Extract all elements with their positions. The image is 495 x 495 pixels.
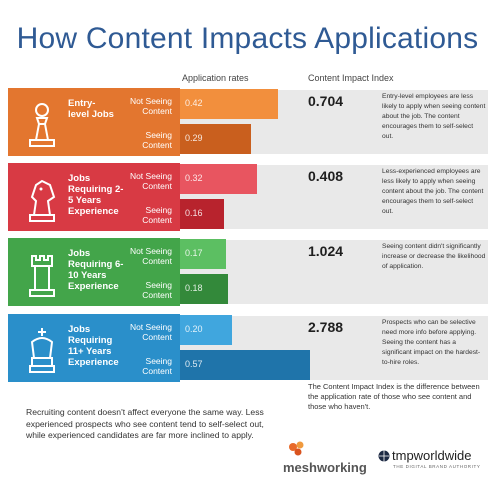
group-band: Jobs Requiring 6-10 Years Experience Not … [8,238,180,306]
group-band: Jobs Requiring 11+ Years Experience Not S… [8,314,180,382]
value-label-seeing: 0.57 [185,359,203,369]
content-impact-index-value: 0.704 [308,93,344,109]
tmp-globe-icon [378,450,390,462]
group-label: Entry-level Jobs [68,98,114,120]
seeing-label: Seeing Content [142,130,172,150]
value-label-seeing: 0.29 [185,133,203,143]
tmp-tagline: THE DIGITAL BRAND AUTHORITY [393,464,481,469]
application-rates-header: Application rates [182,73,249,83]
value-label-not-seeing: 0.20 [185,324,203,334]
value-label-not-seeing: 0.17 [185,248,203,258]
bar-not-seeing [180,239,226,269]
cii-footnote: The Content Impact Index is the differen… [308,382,480,411]
content-impact-index-value: 1.024 [308,243,344,259]
group-description: Seeing content didn't significantly incr… [382,243,486,270]
knight-icon [24,175,60,227]
page-title: How Content Impacts Applications [16,22,479,55]
not-seeing-label: Not Seeing Content [129,171,172,191]
not-seeing-label: Not Seeing Content [129,322,172,342]
content-impact-index-value: 2.788 [308,319,344,335]
group-band: Entry-level Jobs Not Seeing Content Seeing… [8,88,180,156]
value-label-seeing: 0.18 [185,283,203,293]
group-label: Jobs Requiring 2-5 Years Experience [68,173,124,217]
not-seeing-label: Not Seeing Content [129,96,172,116]
seeing-label: Seeing Content [142,205,172,225]
king-icon [24,326,60,378]
group-description: Prospects who can be selective need more… [382,319,481,366]
seeing-label: Seeing Content [142,356,172,376]
group-description: Entry-level employees are less likely to… [382,93,486,140]
value-label-not-seeing: 0.32 [185,173,203,183]
group-label: Jobs Requiring 11+ Years Experience [68,324,119,368]
not-seeing-label: Not Seeing Content [129,246,172,266]
bar-seeing [180,199,224,229]
group-label: Jobs Requiring 6-10 Years Experience [68,248,124,292]
value-label-not-seeing: 0.42 [185,98,203,108]
group-description: Less-experienced employees are less like… [382,168,484,215]
bar-not-seeing [180,164,257,194]
bar-not-seeing [180,315,232,345]
meshworking-logo-text: meshworking [283,460,367,475]
content-impact-index-value: 0.408 [308,168,344,184]
bar-seeing [180,350,310,380]
bar-seeing [180,124,251,154]
pawn-icon [24,100,60,152]
row-background [178,240,488,304]
tmp-logo-text: tmpworldwide [392,448,472,463]
value-label-seeing: 0.16 [185,208,203,218]
content-impact-index-header: Content Impact Index [308,73,394,83]
seeing-label: Seeing Content [142,280,172,300]
bar-seeing [180,274,228,304]
bar-not-seeing [180,89,278,119]
rook-icon [24,250,60,302]
group-band: Jobs Requiring 2-5 Years Experience Not S… [8,163,180,231]
meshworking-mark-icon [289,441,304,456]
summary-text: Recruiting content doesn't affect everyo… [26,407,264,440]
